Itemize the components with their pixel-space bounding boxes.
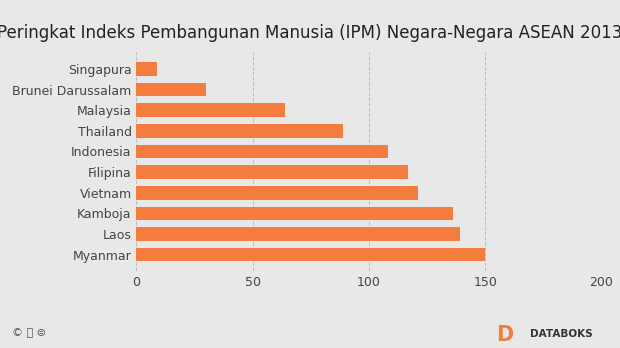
Bar — [136, 227, 459, 241]
Bar — [136, 145, 388, 158]
Bar — [136, 248, 485, 261]
Bar — [136, 103, 285, 117]
Bar — [136, 165, 409, 179]
Text: Peringkat Indeks Pembangunan Manusia (IPM) Negara-Negara ASEAN 2013: Peringkat Indeks Pembangunan Manusia (IP… — [0, 24, 620, 42]
Text: D: D — [496, 325, 513, 345]
Bar — [136, 62, 157, 76]
Bar — [136, 186, 418, 199]
Bar — [136, 83, 206, 96]
Bar — [136, 207, 453, 220]
Text: © ⒳ ⊜: © ⒳ ⊜ — [12, 327, 46, 338]
Bar — [136, 124, 343, 137]
Text: DATABOKS: DATABOKS — [530, 329, 593, 339]
